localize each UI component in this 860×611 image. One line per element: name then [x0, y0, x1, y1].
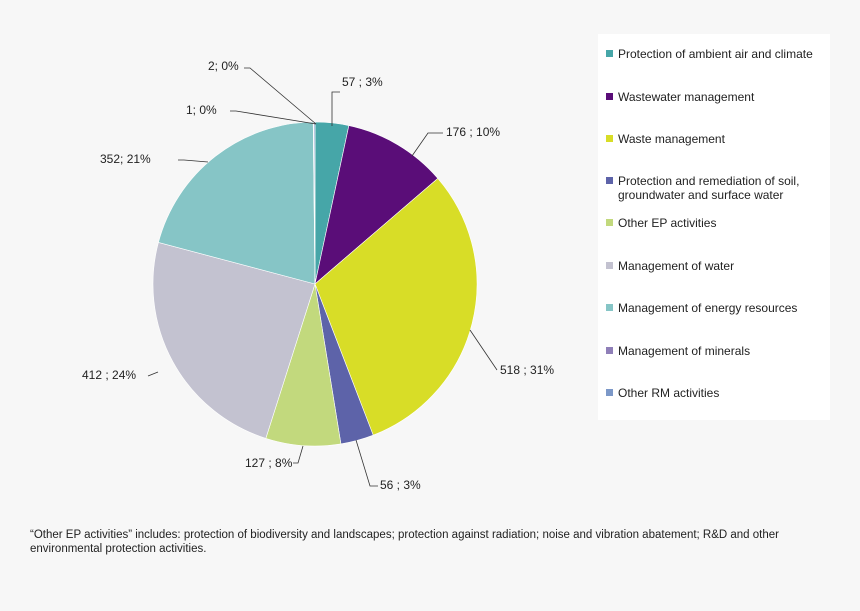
leader-line-5: [147, 371, 159, 377]
legend-swatch-8: [606, 389, 613, 396]
pie-slices: [152, 121, 478, 447]
legend-label-5: Management of water: [618, 259, 735, 273]
pie-slice-6: [158, 121, 316, 285]
leader-line-1: [411, 132, 443, 157]
leader-line-8: [244, 67, 317, 125]
legend: Protection of ambient air and climate Wa…: [598, 34, 830, 420]
pie-slice-5: [152, 242, 316, 439]
leader-line-3: [355, 439, 378, 487]
leader-line-4: [293, 445, 304, 464]
legend-swatch-0: [606, 50, 613, 57]
leader-line-7: [230, 110, 317, 125]
legend-swatch-6: [606, 304, 613, 311]
legend-swatch-1: [606, 93, 613, 100]
leader-line-2: [469, 329, 498, 371]
legend-label-7: Management of minerals: [618, 344, 751, 358]
legend-label-4: Other EP activities: [618, 216, 717, 230]
legend-label-8: Other RM activities: [618, 386, 720, 400]
slice-label-0: 57 ; 3%: [342, 75, 383, 89]
slice-label-1: 176 ; 10%: [446, 125, 500, 139]
slice-label-2: 518 ; 31%: [500, 363, 554, 377]
legend-label-0: Protection of ambient air and climate: [618, 47, 813, 61]
slice-label-8: 2; 0%: [208, 59, 239, 73]
slice-label-6: 352; 21%: [100, 152, 151, 166]
legend-swatch-5: [606, 262, 613, 269]
legend-swatch-3: [606, 177, 613, 184]
slice-label-4: 127 ; 8%: [245, 456, 293, 470]
legend-label-3: Protection and remediation of soil, grou…: [618, 174, 800, 202]
footnote: “Other EP activities” includes: protecti…: [30, 529, 779, 555]
slice-label-5: 412 ; 24%: [82, 368, 136, 382]
pie-slice-1: [314, 125, 439, 285]
pie-slice-2: [314, 177, 478, 436]
leader-line-6: [178, 159, 209, 163]
leader-lines: [147, 67, 498, 487]
legend-swatch-4: [606, 219, 613, 226]
legend-swatch-7: [606, 347, 613, 354]
data-labels: 57 ; 3% 176 ; 10% 518 ; 31% 56 ; 3% 127 ; 8%…: [82, 59, 554, 492]
legend-label-6: Management of energy resources: [618, 301, 798, 315]
slice-label-7: 1; 0%: [186, 103, 217, 117]
leader-line-0: [331, 91, 340, 126]
legend-label-2: Waste management: [618, 132, 725, 146]
legend-label-1: Wastewater management: [618, 90, 755, 104]
slice-label-3: 56 ; 3%: [380, 478, 421, 492]
legend-swatch-2: [606, 135, 613, 142]
